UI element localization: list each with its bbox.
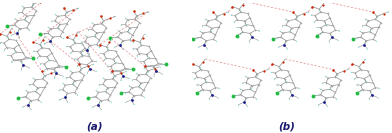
Text: (b): (b)	[278, 122, 295, 132]
Text: (a): (a)	[86, 122, 102, 132]
